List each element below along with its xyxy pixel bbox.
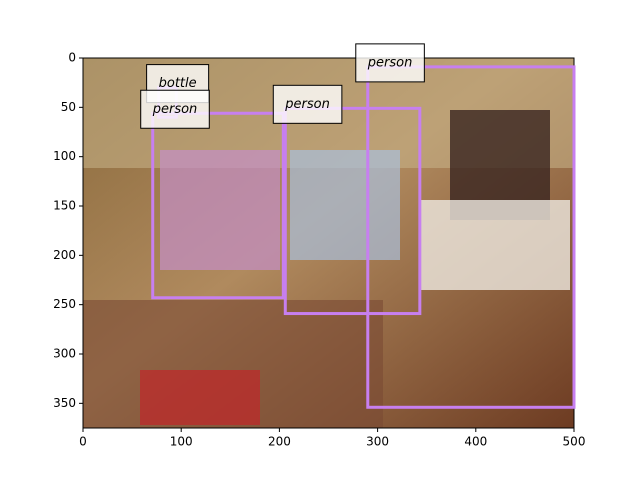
detection-box: [366, 65, 576, 409]
x-tick-label: 500: [563, 435, 586, 449]
y-tick-label: 0: [68, 51, 76, 65]
label-background: [272, 84, 343, 124]
box-label: person: [284, 97, 330, 112]
x-tick-label: 300: [366, 435, 389, 449]
x-tick-label: 100: [170, 435, 193, 449]
y-tick-label: 50: [61, 100, 76, 114]
y-tick-label: 300: [53, 347, 76, 361]
y-tick-label: 350: [53, 396, 76, 410]
y-tick-label: 250: [53, 297, 76, 311]
y-tick-label: 100: [53, 149, 76, 163]
y-tick-label: 200: [53, 248, 76, 262]
detection-box: [283, 106, 422, 316]
box-label: bottle: [159, 76, 197, 91]
x-tick-label: 200: [268, 435, 291, 449]
label-background: [140, 89, 210, 129]
x-tick-label: 400: [464, 435, 487, 449]
detection-box: [151, 111, 285, 300]
y-tick-label: 150: [53, 199, 76, 213]
box-label: person: [367, 55, 413, 70]
label-background: [355, 43, 425, 83]
box-label: person: [152, 102, 198, 117]
x-tick-label: 0: [79, 435, 87, 449]
